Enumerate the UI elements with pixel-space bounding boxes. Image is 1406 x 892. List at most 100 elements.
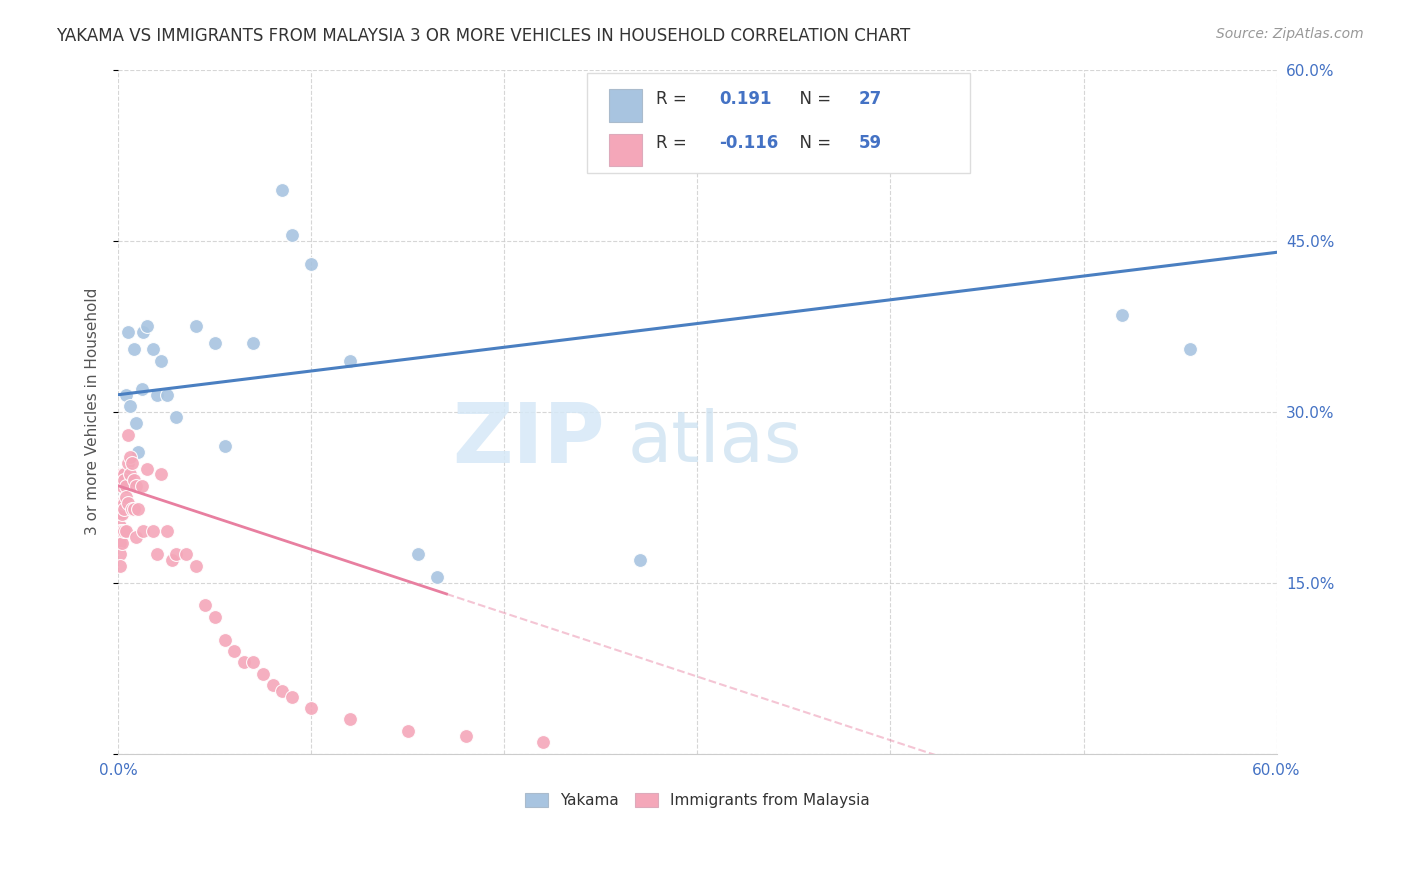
Point: [149, 467, 172, 482]
Point: [110, 518, 132, 533]
Point: [281, 690, 304, 704]
Point: [214, 632, 236, 647]
Point: [122, 342, 145, 356]
Text: 0.191: 0.191: [720, 90, 772, 108]
Point: [242, 336, 264, 351]
Point: [194, 599, 217, 613]
Point: [112, 501, 135, 516]
Text: 27: 27: [859, 90, 882, 108]
Point: [232, 656, 254, 670]
Point: [146, 387, 169, 401]
Point: [242, 656, 264, 670]
Point: [136, 461, 159, 475]
Point: [115, 524, 138, 539]
Point: [271, 684, 294, 698]
Point: [142, 524, 165, 539]
Point: [117, 456, 139, 470]
Point: [117, 496, 139, 510]
Point: [426, 570, 449, 584]
Point: [121, 501, 143, 516]
Point: [115, 387, 138, 401]
Bar: [609, 89, 643, 122]
Point: [117, 427, 139, 442]
Point: [121, 456, 143, 470]
Point: [111, 536, 134, 550]
Point: [204, 336, 226, 351]
Point: [184, 319, 207, 334]
Point: [252, 666, 274, 681]
Point: [204, 610, 226, 624]
Point: [132, 325, 155, 339]
Point: [110, 536, 132, 550]
Point: [115, 490, 138, 504]
Y-axis label: 3 or more Vehicles in Household: 3 or more Vehicles in Household: [86, 288, 100, 535]
Point: [127, 501, 149, 516]
Point: [224, 644, 246, 658]
Point: [112, 496, 135, 510]
Point: [339, 712, 361, 726]
Point: [396, 723, 419, 738]
Text: N =: N =: [789, 135, 837, 153]
Point: [112, 467, 135, 482]
Point: [299, 257, 322, 271]
Point: [115, 479, 138, 493]
Point: [454, 730, 477, 744]
Point: [111, 524, 134, 539]
Point: [111, 479, 134, 493]
Text: N =: N =: [789, 90, 837, 108]
Text: ZIP: ZIP: [453, 399, 605, 480]
Point: [1111, 308, 1133, 322]
Legend: Yakama, Immigrants from Malaysia: Yakama, Immigrants from Malaysia: [519, 787, 876, 814]
Point: [131, 479, 153, 493]
Point: [165, 410, 187, 425]
Point: [112, 473, 135, 487]
Point: [146, 547, 169, 561]
Point: [531, 735, 554, 749]
Point: [122, 501, 145, 516]
Point: [162, 553, 184, 567]
Text: R =: R =: [655, 135, 692, 153]
Point: [117, 325, 139, 339]
Point: [125, 479, 148, 493]
Point: [125, 530, 148, 544]
Point: [118, 467, 141, 482]
Point: [136, 319, 159, 334]
Point: [156, 524, 179, 539]
Point: [110, 496, 132, 510]
Point: [110, 547, 132, 561]
Text: YAKAMA VS IMMIGRANTS FROM MALAYSIA 3 OR MORE VEHICLES IN HOUSEHOLD CORRELATION C: YAKAMA VS IMMIGRANTS FROM MALAYSIA 3 OR …: [56, 27, 911, 45]
Text: 59: 59: [859, 135, 882, 153]
Bar: [609, 134, 643, 167]
Point: [339, 353, 361, 368]
Point: [110, 508, 132, 522]
Point: [156, 387, 179, 401]
Point: [262, 678, 284, 692]
Point: [271, 183, 294, 197]
Point: [112, 524, 135, 539]
Point: [628, 553, 651, 567]
Point: [131, 382, 153, 396]
Point: [165, 547, 187, 561]
Point: [111, 496, 134, 510]
Point: [118, 399, 141, 413]
FancyBboxPatch shape: [588, 73, 970, 172]
Point: [110, 558, 132, 573]
Point: [122, 473, 145, 487]
Point: [111, 467, 134, 482]
Point: [281, 228, 304, 243]
Point: [142, 342, 165, 356]
Point: [110, 524, 132, 539]
Point: [214, 439, 236, 453]
Point: [111, 508, 134, 522]
Point: [299, 701, 322, 715]
Point: [1178, 342, 1201, 356]
Point: [125, 416, 148, 430]
Point: [149, 353, 172, 368]
Point: [406, 547, 429, 561]
Text: -0.116: -0.116: [720, 135, 779, 153]
Text: R =: R =: [655, 90, 692, 108]
Point: [132, 524, 155, 539]
Point: [184, 558, 207, 573]
Text: atlas: atlas: [628, 408, 803, 477]
Point: [118, 450, 141, 465]
